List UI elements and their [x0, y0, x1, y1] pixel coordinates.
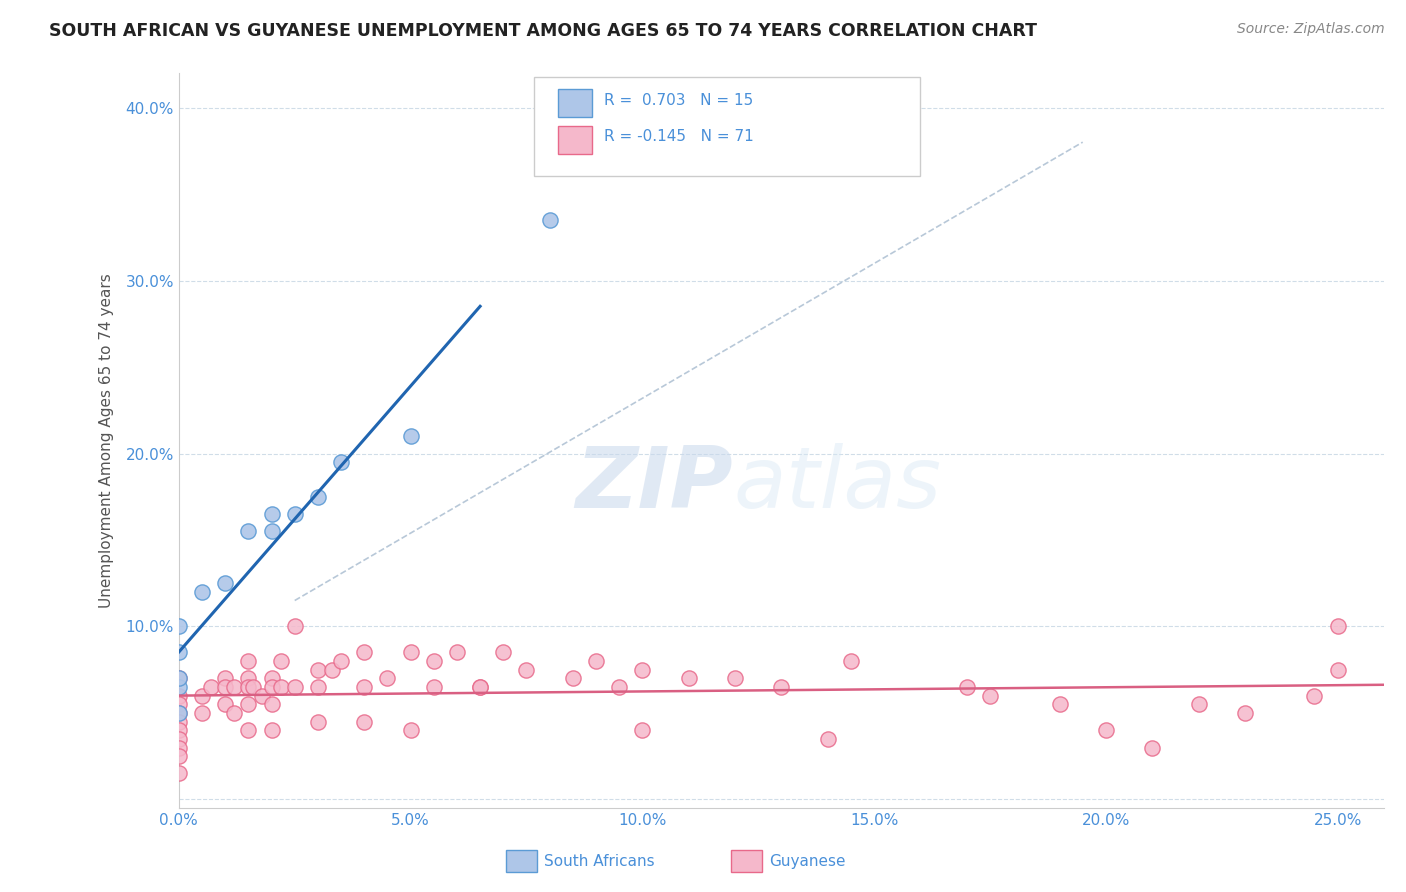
Point	[399, 645, 422, 659]
Point	[224, 706, 246, 720]
Point	[260, 671, 283, 685]
Point	[238, 680, 260, 694]
Point	[260, 524, 283, 539]
Point	[678, 671, 700, 685]
Point	[167, 698, 190, 712]
Point	[238, 671, 260, 685]
Text: R = -0.145   N = 71: R = -0.145 N = 71	[605, 129, 754, 145]
Point	[330, 455, 353, 469]
FancyBboxPatch shape	[534, 77, 920, 176]
Point	[167, 680, 190, 694]
Point	[399, 723, 422, 738]
Point	[260, 507, 283, 521]
Point	[468, 680, 491, 694]
Point	[353, 680, 375, 694]
Point	[307, 714, 329, 729]
Point	[307, 680, 329, 694]
Point	[631, 723, 654, 738]
Point	[1140, 740, 1163, 755]
Point	[214, 698, 236, 712]
Text: ZIP: ZIP	[575, 443, 733, 526]
Point	[770, 680, 793, 694]
Point	[817, 731, 839, 746]
Point	[724, 671, 747, 685]
Point	[321, 663, 343, 677]
Point	[377, 671, 399, 685]
Point	[260, 698, 283, 712]
Point	[631, 663, 654, 677]
Point	[167, 749, 190, 764]
Point	[353, 714, 375, 729]
Point	[224, 680, 246, 694]
Point	[167, 714, 190, 729]
Point	[446, 645, 468, 659]
Point	[191, 706, 214, 720]
Point	[468, 680, 491, 694]
Point	[191, 585, 214, 599]
Point	[167, 723, 190, 738]
Point	[1095, 723, 1118, 738]
Point	[330, 654, 353, 668]
Point	[307, 663, 329, 677]
Point	[167, 740, 190, 755]
Text: South Africans: South Africans	[544, 855, 655, 869]
Point	[167, 766, 190, 780]
Point	[167, 706, 190, 720]
Point	[979, 689, 1001, 703]
Point	[839, 654, 862, 668]
Point	[167, 671, 190, 685]
Point	[1326, 663, 1348, 677]
Point	[260, 723, 283, 738]
Point	[538, 213, 561, 227]
Point	[238, 524, 260, 539]
Point	[270, 680, 292, 694]
Point	[167, 689, 190, 703]
FancyBboxPatch shape	[558, 126, 592, 153]
Point	[1303, 689, 1326, 703]
Point	[238, 698, 260, 712]
Point	[167, 619, 190, 633]
Point	[1326, 619, 1348, 633]
Point	[238, 723, 260, 738]
Point	[607, 680, 630, 694]
Point	[284, 680, 307, 694]
Point	[167, 706, 190, 720]
Point	[585, 654, 607, 668]
Text: R =  0.703   N = 15: R = 0.703 N = 15	[605, 93, 754, 108]
Point	[561, 671, 583, 685]
Point	[214, 576, 236, 591]
Point	[214, 680, 236, 694]
Y-axis label: Unemployment Among Ages 65 to 74 years: Unemployment Among Ages 65 to 74 years	[100, 273, 114, 608]
Point	[353, 645, 375, 659]
Point	[238, 654, 260, 668]
Point	[167, 731, 190, 746]
Text: SOUTH AFRICAN VS GUYANESE UNEMPLOYMENT AMONG AGES 65 TO 74 YEARS CORRELATION CHA: SOUTH AFRICAN VS GUYANESE UNEMPLOYMENT A…	[49, 22, 1038, 40]
Point	[423, 680, 446, 694]
Point	[1233, 706, 1256, 720]
Point	[200, 680, 222, 694]
Text: Guyanese: Guyanese	[769, 855, 845, 869]
Point	[167, 645, 190, 659]
Point	[252, 689, 274, 703]
Point	[307, 490, 329, 504]
Point	[423, 654, 446, 668]
Point	[214, 671, 236, 685]
Point	[1049, 698, 1071, 712]
Point	[399, 429, 422, 443]
Point	[284, 507, 307, 521]
Point	[270, 654, 292, 668]
Point	[167, 671, 190, 685]
Point	[284, 619, 307, 633]
Text: Source: ZipAtlas.com: Source: ZipAtlas.com	[1237, 22, 1385, 37]
Text: atlas: atlas	[733, 443, 941, 526]
FancyBboxPatch shape	[558, 89, 592, 117]
Point	[515, 663, 537, 677]
Point	[956, 680, 979, 694]
Point	[1187, 698, 1209, 712]
Point	[260, 680, 283, 694]
Point	[242, 680, 264, 694]
Point	[191, 689, 214, 703]
Point	[492, 645, 515, 659]
